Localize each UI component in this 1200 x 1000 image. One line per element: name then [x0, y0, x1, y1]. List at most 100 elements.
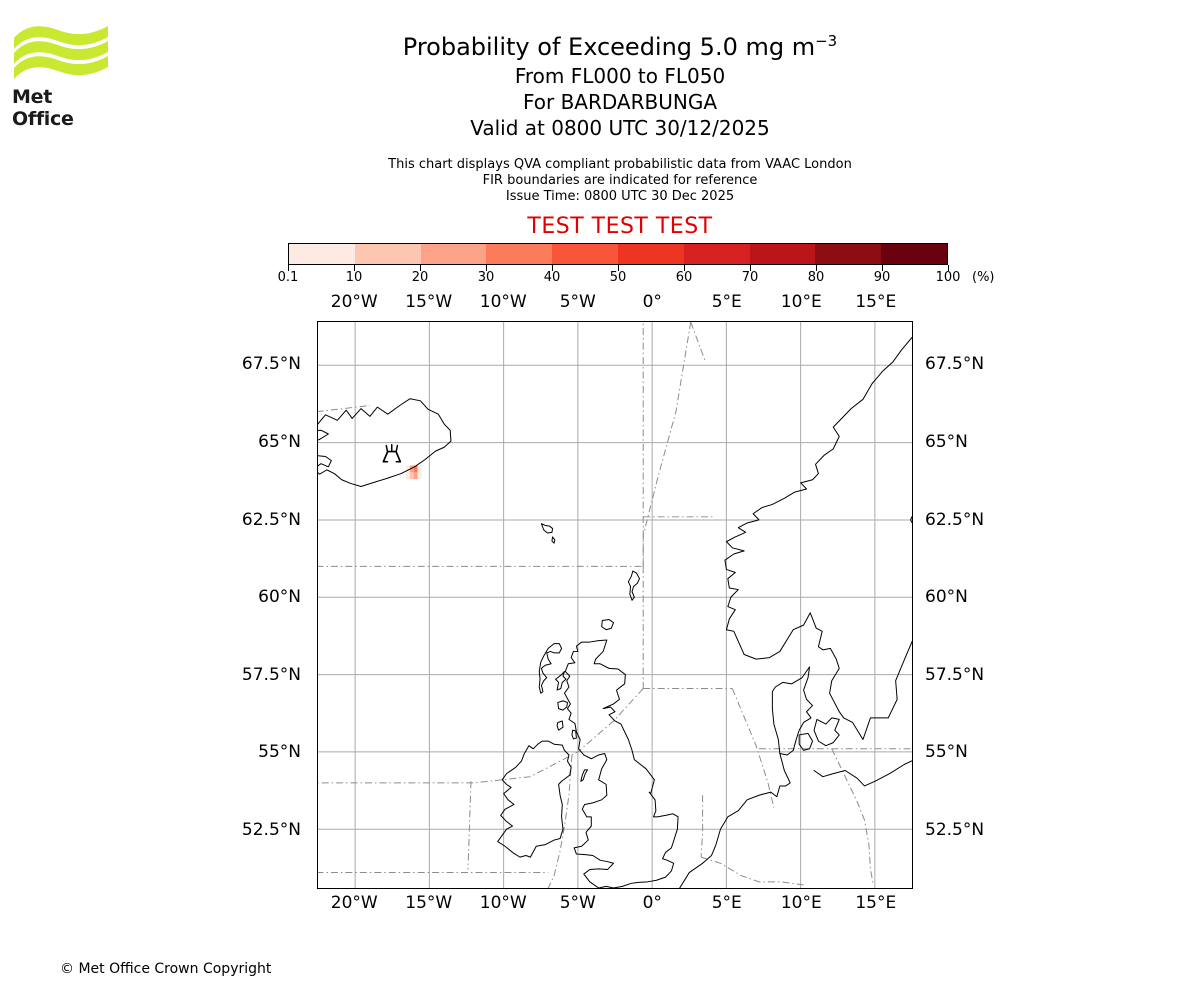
coastline-faroe1: [540, 523, 554, 534]
colorbar-gradient: [288, 243, 948, 265]
latitude-labels-right: 67.5°N 65°N 62.5°N 60°N 57.5°N 55°N 52.5°N: [921, 321, 1041, 889]
page-title-exponent: −3: [815, 32, 838, 50]
met-office-logo-text: Met Office: [12, 86, 74, 130]
coastline-denmark_zealand: [813, 717, 840, 747]
longitude-labels-bottom: 20°W 15°W 10°W 5°W 0° 5°E 10°E 15°E: [317, 893, 913, 913]
colorbar-tick-label-7: 70: [741, 270, 759, 285]
colorbar-band-8: [815, 244, 882, 264]
fir-boundary-14: [690, 322, 707, 363]
fir-boundary-16: [318, 405, 370, 413]
latitude-label-left-4: 57.5°N: [241, 664, 301, 685]
latitude-label-right-3: 60°N: [925, 587, 968, 608]
volcano-cone-shape: [382, 450, 402, 463]
longitude-label-bottom-0: 20°W: [330, 893, 378, 913]
colorbar-tick-label-4: 40: [543, 270, 561, 285]
note-fir: FIR boundaries are indicated for referen…: [482, 173, 758, 188]
latitude-label-left-6: 52.5°N: [241, 820, 301, 841]
probability-colorbar: [288, 243, 948, 265]
colorbar-tick-9: [882, 265, 883, 271]
coastline-norway_scandinavia: [725, 515, 912, 741]
longitude-label-top-4: 0°: [642, 292, 662, 312]
coastlines-layer: [318, 336, 912, 888]
colorbar-tick-label-5: 50: [609, 270, 627, 285]
coastline-hebrides1: [538, 643, 563, 694]
colorbar-tick-8: [816, 265, 817, 271]
colorbar-tick-5: [618, 265, 619, 271]
volcano-name-title: For BARDARBUNGA: [522, 90, 718, 114]
colorbar-tick-0: [288, 265, 289, 271]
colorbar-band-0: [289, 244, 355, 264]
latitude-label-left-3: 60°N: [258, 587, 301, 608]
page-title: Probability of Exceeding 5.0 mg m−3: [220, 26, 1020, 63]
coastline-shetland: [627, 570, 641, 601]
coastline-baltic_south: [813, 760, 912, 787]
colorbar-tick-3: [486, 265, 487, 271]
latitude-label-left-1: 65°N: [258, 432, 301, 453]
ash-cell-3: [417, 465, 422, 473]
map-gridlines: [318, 322, 912, 888]
colorbar-tick-label-3: 30: [477, 270, 495, 285]
latitude-label-right-4: 57.5°N: [925, 664, 985, 685]
longitude-label-top-5: 5°E: [711, 292, 742, 312]
ash-cell-4: [405, 472, 410, 480]
latitude-label-right-0: 67.5°N: [925, 354, 985, 375]
coastline-mull: [557, 700, 568, 711]
latitude-label-right-5: 55°N: [925, 742, 968, 763]
flight-level-range: From FL000 to FL050: [514, 64, 726, 88]
coastline-islay: [556, 720, 564, 731]
latitude-label-left-5: 55°N: [258, 742, 301, 763]
colorbar-tick-labels: 0.1 10 20 30 40 50 60 70 80 90 100: [278, 270, 961, 288]
longitude-label-bottom-4: 0°: [642, 893, 662, 913]
fir-boundary-6: [731, 688, 775, 808]
latitude-label-right-2: 62.5°N: [925, 509, 985, 530]
valid-time: Valid at 0800 UTC 30/12/2025: [470, 116, 770, 140]
fir-boundary-13: [831, 748, 874, 886]
coastline-norway_west: [724, 336, 912, 631]
coastline-denmark_funen: [798, 732, 814, 751]
ash-cell-0: [405, 465, 410, 473]
coastline-skye: [555, 670, 567, 691]
fir-boundary-8: [547, 754, 573, 888]
colorbar-tick-label-10: 100: [935, 270, 961, 285]
fir-boundary-15: [467, 781, 472, 870]
longitude-label-bottom-6: 10°E: [780, 893, 822, 913]
volcano-marker-icon: [382, 444, 402, 463]
longitude-label-top-6: 10°E: [780, 292, 822, 312]
coastline-faroe2: [551, 536, 556, 544]
fir-boundary-11: [700, 795, 704, 858]
latitude-label-right-6: 52.5°N: [925, 820, 985, 841]
colorbar-tick-1: [354, 265, 355, 271]
coastline-britain: [563, 639, 679, 888]
longitude-label-top-7: 15°E: [855, 292, 897, 312]
latitude-labels-left: 67.5°N 65°N 62.5°N 60°N 57.5°N 55°N 52.5°N: [189, 321, 309, 889]
ash-concentration-layer: [405, 465, 422, 480]
colorbar-tick-2: [420, 265, 421, 271]
map-panel[interactable]: [317, 321, 913, 889]
colorbar-tick-7: [750, 265, 751, 271]
colorbar-unit-label: (%): [972, 270, 995, 285]
longitude-label-bottom-3: 5°W: [559, 893, 596, 913]
longitude-label-top-3: 5°W: [559, 292, 596, 312]
volcano-marker: [382, 444, 402, 463]
note-issue-time: Issue Time: 0800 UTC 30 Dec 2025: [505, 189, 735, 204]
chart-title-block: Probability of Exceeding 5.0 mg m−3 From…: [220, 26, 1020, 141]
met-office-logo: Met Office: [12, 22, 112, 130]
page-title-text: Probability of Exceeding 5.0 mg m: [402, 33, 816, 61]
longitude-label-bottom-2: 10°W: [479, 893, 527, 913]
ash-cell-1: [409, 465, 414, 473]
colorbar-ticks: [288, 265, 949, 273]
chart-notes: This chart displays QVA compliant probab…: [220, 157, 1020, 205]
colorbar-tick-label-9: 90: [873, 270, 891, 285]
colorbar-tick-10: [948, 265, 949, 271]
ash-cell-6: [413, 472, 418, 480]
colorbar-band-7: [749, 244, 816, 264]
longitude-label-top-0: 20°W: [330, 292, 378, 312]
colorbar-band-9: [881, 244, 947, 264]
longitude-label-bottom-1: 15°W: [405, 893, 453, 913]
ash-cell-2: [413, 465, 418, 473]
colorbar-band-1: [354, 244, 421, 264]
test-banner: TEST TEST TEST: [527, 214, 713, 239]
colorbar-tick-6: [684, 265, 685, 271]
colorbar-tick-label-0: 0.1: [277, 270, 299, 285]
volcano-eruption-lines: [385, 444, 399, 453]
